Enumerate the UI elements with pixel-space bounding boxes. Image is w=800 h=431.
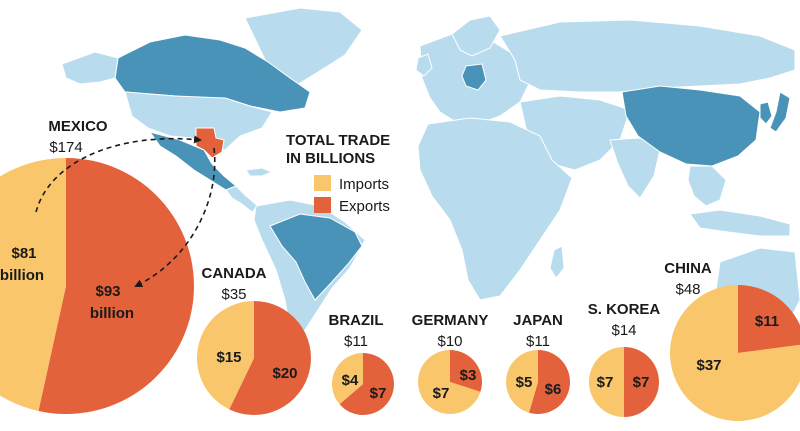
- imports-value-japan: $5: [516, 374, 533, 391]
- slice-exports-japan: [528, 350, 571, 415]
- slice-imports-china: [670, 285, 800, 421]
- map-caribbean: [245, 167, 274, 177]
- map-china: [621, 85, 761, 167]
- country-name-brazil: BRAZIL: [329, 312, 384, 329]
- country-total-brazil: $11: [344, 333, 368, 350]
- map-scandinavia: [451, 15, 501, 57]
- map-uk: [415, 53, 433, 77]
- map-madagascar: [549, 245, 565, 279]
- legend-imports-swatch: [314, 175, 331, 191]
- exports-value-canada: $20: [272, 365, 297, 382]
- pie-japan: JAPAN $11 $5 $6: [506, 312, 571, 415]
- exports-value-germany: $3: [460, 367, 477, 384]
- slice-exports-brazil: [339, 353, 394, 415]
- legend-exports-swatch: [314, 197, 331, 213]
- legend-exports-label: Exports: [339, 198, 390, 215]
- map-se-asia: [687, 165, 727, 207]
- slice-imports-japan: [506, 350, 538, 413]
- export-arrow: [134, 147, 216, 287]
- map-korea: [759, 101, 773, 125]
- slice-exports-mexico: [38, 158, 194, 414]
- imports-value-mexico: $81: [11, 245, 36, 262]
- imports-value-s-korea: $7: [597, 374, 614, 391]
- exports-value-china: $11: [755, 313, 779, 330]
- map-russia: [499, 19, 796, 93]
- map-alaska: [61, 51, 119, 85]
- imports-value-china: $37: [696, 357, 721, 374]
- slice-exports-germany: [450, 350, 482, 392]
- country-name-canada: CANADA: [202, 265, 267, 282]
- country-total-canada: $35: [221, 286, 246, 303]
- pie-germany: GERMANY $10 $7 $3: [412, 312, 489, 415]
- country-name-china: CHINA: [664, 260, 712, 277]
- imports-value-brazil: $4: [342, 372, 359, 389]
- country-total-mexico: $174: [49, 139, 82, 156]
- slice-exports-canada: [229, 301, 311, 415]
- exports-value-mexico: $93: [95, 283, 120, 300]
- legend-title-line1: TOTAL TRADE: [286, 132, 390, 149]
- pie-china: CHINA $48 $37 $11: [664, 260, 800, 421]
- exports-value-brazil: $7: [370, 385, 387, 402]
- map-germany: [461, 63, 487, 91]
- trade-arrows: [35, 135, 216, 287]
- slice-imports-brazil: [331, 353, 363, 405]
- legend: TOTAL TRADE IN BILLIONS Imports Exports: [286, 132, 390, 215]
- pie-mexico: MEXICO $174 $81 billion $93 billion: [0, 118, 194, 414]
- map-japan: [769, 91, 791, 133]
- country-total-s-korea: $14: [611, 322, 636, 339]
- imports-value-canada: $15: [216, 349, 241, 366]
- country-total-china: $48: [675, 281, 700, 298]
- import-arrow: [35, 135, 202, 213]
- country-name-s-korea: S. KOREA: [588, 301, 661, 318]
- map-indonesia: [689, 209, 791, 237]
- pie-brazil: BRAZIL $11 $4 $7: [329, 312, 394, 415]
- country-name-japan: JAPAN: [513, 312, 563, 329]
- map-central-america: [225, 185, 259, 213]
- slice-imports-s-korea: [589, 347, 624, 417]
- legend-imports-label: Imports: [339, 176, 389, 193]
- pie-canada: CANADA $35 $15 $20: [196, 265, 311, 415]
- exports-value-japan: $6: [545, 381, 562, 398]
- imports-value-germany: $7: [433, 385, 450, 402]
- pie-charts: MEXICO $174 $81 billion $93 billion CANADA $35 $…: [0, 118, 800, 421]
- exports-unit-mexico: billion: [90, 305, 134, 322]
- imports-unit-mexico: billion: [0, 267, 44, 284]
- slice-imports-germany: [417, 350, 481, 415]
- country-total-germany: $10: [437, 333, 462, 350]
- pie-s-korea: S. KOREA $14 $7 $7: [588, 301, 661, 417]
- country-total-japan: $11: [526, 333, 550, 350]
- country-name-germany: GERMANY: [412, 312, 489, 329]
- map-brazil: [269, 213, 363, 301]
- slice-imports-canada: [196, 301, 254, 410]
- legend-title-line2: IN BILLIONS: [286, 150, 375, 167]
- slice-imports-mexico: [0, 158, 66, 412]
- exports-value-s-korea: $7: [633, 374, 650, 391]
- map-africa: [417, 117, 573, 301]
- slice-exports-s-korea: [624, 347, 659, 417]
- country-name-mexico: MEXICO: [48, 118, 108, 135]
- slice-exports-china: [738, 285, 800, 353]
- map-usa: [124, 91, 273, 151]
